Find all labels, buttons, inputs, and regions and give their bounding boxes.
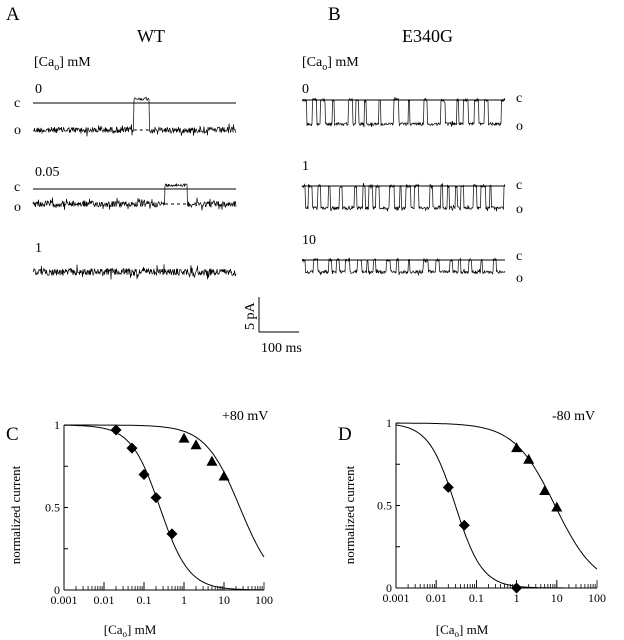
fit-curve-e340g <box>64 424 265 558</box>
y-tick-label: 1 <box>54 418 60 432</box>
x-tick-label: 1 <box>514 591 520 605</box>
panel-letter-a: A <box>6 4 20 25</box>
triangle-data-point <box>206 455 218 466</box>
trace-b1-conc: 1 <box>302 159 309 174</box>
trace-a0-open-label: o <box>14 123 21 138</box>
triangle-data-point <box>511 442 523 453</box>
trace-a-2 <box>32 264 237 280</box>
trace-b0-conc: 0 <box>302 82 309 97</box>
chart-d-title: -80 mV <box>552 409 595 424</box>
triangle-data-point <box>218 470 230 481</box>
current-traces <box>32 96 506 280</box>
diamond-data-point <box>166 528 178 540</box>
chart-d-xlabel: [Cao] mM <box>436 622 489 639</box>
chart-c-title: +80 mV <box>222 409 268 424</box>
diamond-data-point <box>150 492 162 504</box>
current-trace <box>32 182 237 211</box>
trace-b-0 <box>301 97 506 128</box>
fit-curve-e340g <box>396 422 598 570</box>
trace-a0-closed-label: c <box>14 96 20 111</box>
diamond-data-point <box>458 519 470 531</box>
current-trace <box>32 264 237 280</box>
triangle-data-point <box>539 485 551 496</box>
y-tick-label: 1 <box>386 416 392 430</box>
y-tick-label: 0.5 <box>45 501 60 515</box>
panel-a-title: WT <box>137 26 165 46</box>
trace-a-1 <box>32 182 237 211</box>
x-tick-label: 0.1 <box>137 593 152 607</box>
x-tick-label: 10 <box>218 593 230 607</box>
diamond-data-point <box>138 469 150 480</box>
panel-letter-c: C <box>6 424 19 445</box>
trace-b2-closed-label: c <box>516 249 522 264</box>
diamond-data-point <box>126 442 138 454</box>
trace-a2-conc: 1 <box>35 241 42 256</box>
chart-panel-c: +80 mV normalized current [Cao] mM 0 0.5 1… <box>8 409 273 639</box>
triangle-data-point <box>523 453 535 464</box>
diamond-data-point <box>442 481 454 493</box>
x-tick-label: 0.1 <box>469 591 484 605</box>
trace-a1-closed-label: c <box>14 180 20 195</box>
panel-letter-b: B <box>328 4 341 25</box>
panel-b-title: E340G <box>402 26 453 46</box>
trace-b0-open-label: o <box>516 119 523 134</box>
diamond-data-point <box>511 582 523 594</box>
scale-bar-current: 5 pA <box>243 302 258 331</box>
scale-bar-time: 100 ms <box>261 341 302 356</box>
x-tick-label: 0.01 <box>94 593 115 607</box>
current-trace <box>301 183 506 212</box>
x-tick-label: 10 <box>551 591 563 605</box>
chart-c-ylabel: normalized current <box>8 465 23 564</box>
trace-b-1 <box>301 183 506 212</box>
chart-panel-d: -80 mV normalized current [Cao] mM 0 0.5 1… <box>342 409 606 639</box>
chart-d-ylabel: normalized current <box>342 465 357 564</box>
diamond-data-point <box>110 424 122 436</box>
trace-a0-conc: 0 <box>35 82 42 97</box>
chart-c-xlabel: [Cao] mM <box>104 622 157 639</box>
x-tick-label: 100 <box>255 593 273 607</box>
x-tick-label: 0.001 <box>383 591 410 605</box>
trace-b2-conc: 10 <box>302 233 316 248</box>
fit-curve-wt <box>64 424 264 591</box>
trace-b0-closed-label: c <box>516 91 522 106</box>
current-trace <box>301 97 506 128</box>
fit-curve-wt <box>395 424 597 589</box>
x-tick-label: 0.01 <box>426 591 447 605</box>
panel-letter-d: D <box>338 424 352 445</box>
trace-b1-closed-label: c <box>516 178 522 193</box>
triangle-data-point <box>190 439 202 450</box>
trace-b-2 <box>301 257 506 276</box>
trace-b2-open-label: o <box>516 271 523 286</box>
trace-a1-conc: 0.05 <box>35 165 60 180</box>
x-tick-label: 1 <box>181 593 187 607</box>
trace-b1-open-label: o <box>516 202 523 217</box>
current-trace <box>301 257 506 276</box>
trace-a1-open-label: o <box>14 200 21 215</box>
y-tick-label: 0 <box>386 581 392 595</box>
current-trace <box>32 96 237 137</box>
panel-b-conc-header: [Cao] mM <box>302 55 359 73</box>
panel-a-conc-header: [Cao] mM <box>34 55 91 73</box>
triangle-data-point <box>551 501 563 512</box>
x-tick-label: 0.001 <box>51 593 78 607</box>
trace-a-0 <box>32 96 237 137</box>
scale-bar: 5 pA 100 ms <box>243 297 302 356</box>
y-tick-label: 0 <box>54 583 60 597</box>
triangle-data-point <box>178 432 190 443</box>
y-tick-label: 0.5 <box>377 499 392 513</box>
x-tick-label: 100 <box>588 591 606 605</box>
